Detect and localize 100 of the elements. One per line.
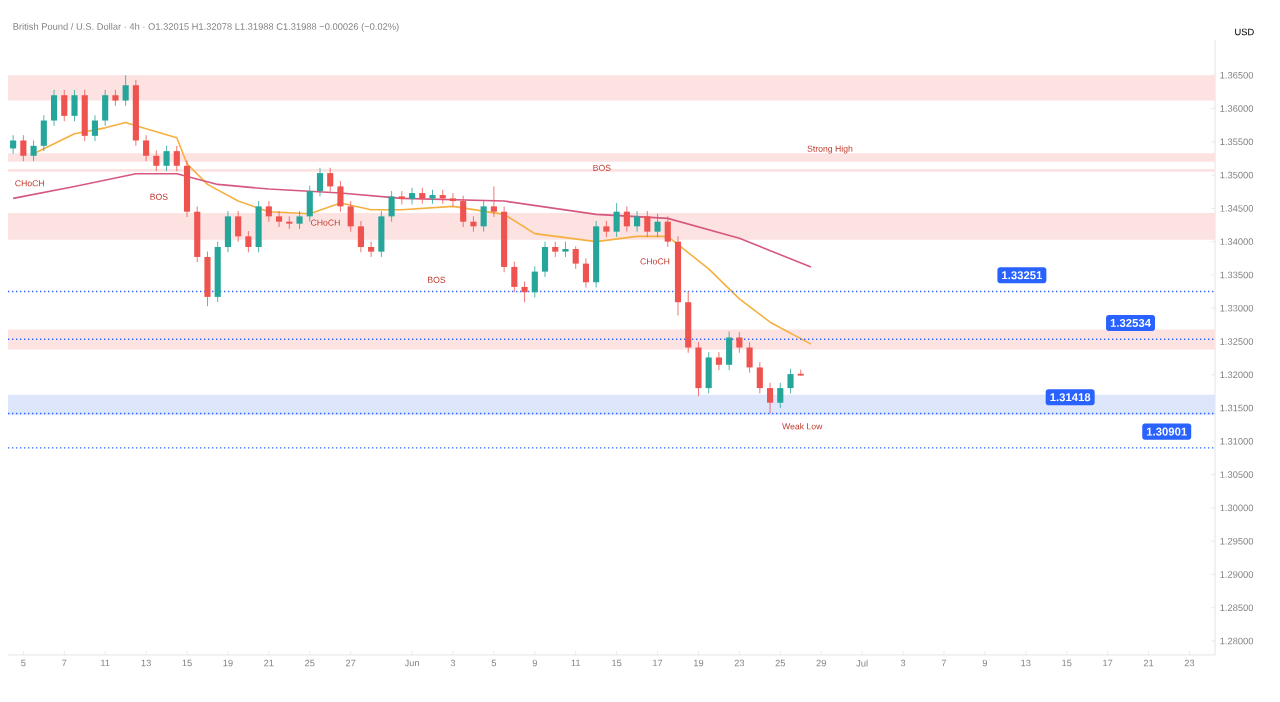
candlestick [746, 341, 753, 374]
candlestick [316, 167, 324, 197]
x-tick-label: 13 [141, 659, 151, 667]
candlestick [715, 351, 722, 371]
chart-title: British Pound / U.S. Dollar · 4h · O1.32015 H1.32078 L1.31988 C1.31988 −0.00026 (−0.02%) [13, 22, 399, 32]
annotation: BOS [593, 164, 611, 171]
annotation: BOS [150, 193, 168, 200]
x-tick-label: 27 [345, 659, 356, 667]
y-axis-title: USD [1235, 28, 1254, 36]
x-tick-label: 15 [612, 659, 622, 667]
x-tick-label: 23 [734, 659, 745, 667]
candlestick [286, 215, 293, 230]
candlestick [122, 74, 129, 107]
x-tick-label: 11 [571, 659, 581, 667]
x-tick-label: 3 [450, 659, 456, 667]
candlestick [787, 368, 794, 394]
candlestick [276, 210, 283, 228]
annotation: BOS [428, 276, 446, 283]
x-tick-label: 25 [775, 659, 786, 667]
x-tick-label: 5 [21, 659, 26, 667]
y-tick-label: 1.33500 [1220, 271, 1254, 279]
candlestick [531, 265, 538, 298]
x-tick-label: 11 [101, 659, 110, 667]
candlestick [20, 134, 27, 162]
ref-line-label: 1.33251 [1002, 271, 1043, 280]
x-tick-label: 29 [816, 659, 826, 667]
y-tick-label: 1.31000 [1220, 438, 1254, 445]
x-tick-label: 7 [62, 659, 67, 667]
candlestick [153, 150, 160, 172]
candlestick [582, 257, 590, 288]
candlestick [623, 205, 630, 233]
annotation: CHoCH [15, 180, 44, 187]
candlestick [408, 187, 416, 205]
candlestick [562, 241, 569, 258]
line-series [12, 172, 812, 268]
x-tick-label: 13 [1021, 659, 1031, 667]
x-tick-label: 19 [223, 659, 233, 667]
candlestick [439, 189, 446, 205]
candlestick [766, 382, 774, 414]
candlestick [337, 180, 344, 213]
candlestick [71, 89, 78, 122]
y-tick-label: 1.36000 [1220, 105, 1254, 112]
candlestick [368, 241, 375, 258]
candlestick [664, 215, 671, 248]
candlestick [756, 361, 763, 394]
annotation: CHoCH [640, 258, 670, 265]
x-tick-label: 21 [264, 659, 274, 667]
candlestick [265, 200, 272, 223]
y-tick-label: 1.31500 [1220, 404, 1254, 412]
x-tick-label: 21 [1143, 659, 1154, 667]
candlestick [777, 382, 784, 409]
candlestick [327, 167, 334, 193]
y-tick-label: 1.32000 [1220, 371, 1254, 379]
y-tick-label: 1.29000 [1220, 571, 1254, 578]
x-tick-label: 7 [941, 659, 947, 667]
candlestick [388, 190, 395, 223]
y-tick-label: 1.32500 [1220, 338, 1254, 345]
x-tick-label: Jul [856, 659, 868, 667]
x-tick-label: Jun [404, 659, 419, 667]
ref-line-label: 1.30901 [1146, 427, 1187, 436]
annotation: Weak Low [782, 423, 823, 430]
candlestick [460, 195, 467, 228]
x-tick-label: 25 [305, 659, 315, 667]
y-tick-label: 1.28000 [1220, 637, 1254, 645]
y-tick-label: 1.30000 [1220, 504, 1254, 512]
y-tick-label: 1.35500 [1220, 138, 1254, 146]
x-tick-label: 15 [1062, 659, 1072, 667]
candlestick [634, 210, 641, 233]
candlestick [245, 230, 252, 253]
candlestick [644, 210, 651, 238]
y-tick-label: 1.35000 [1220, 171, 1254, 179]
candlestick [235, 210, 242, 243]
y-tick-label: 1.30500 [1220, 471, 1254, 478]
candlestick [521, 281, 528, 303]
y-tick-label: 1.29500 [1220, 537, 1254, 545]
candlestick [490, 186, 497, 218]
candlestick [511, 261, 518, 293]
x-tick-label: 5 [491, 659, 497, 667]
candlestick [91, 114, 99, 142]
candlestick [143, 134, 150, 162]
candlestick [480, 200, 487, 233]
candlestick [357, 220, 364, 253]
x-tick-label: 15 [182, 659, 192, 667]
ref-line-label: 1.31418 [1050, 393, 1091, 402]
candlestick [429, 189, 436, 205]
y-tick-label: 1.28500 [1220, 604, 1254, 612]
ref-line-label: 1.32534 [1110, 318, 1151, 327]
annotation: CHoCH [310, 219, 340, 226]
candlestick [572, 245, 579, 270]
candlestick [613, 202, 620, 238]
x-tick-label: 3 [900, 659, 906, 667]
candlestick [398, 190, 405, 205]
x-tick-label: 9 [982, 659, 988, 667]
candlestick [347, 200, 354, 233]
y-tick-label: 1.34000 [1220, 238, 1254, 245]
y-tick-label: 1.33000 [1220, 304, 1254, 312]
candlestick [449, 192, 457, 207]
x-tick-label: 23 [1184, 659, 1195, 667]
x-tick-label: 17 [1103, 659, 1113, 667]
y-tick-label: 1.34500 [1220, 205, 1254, 212]
